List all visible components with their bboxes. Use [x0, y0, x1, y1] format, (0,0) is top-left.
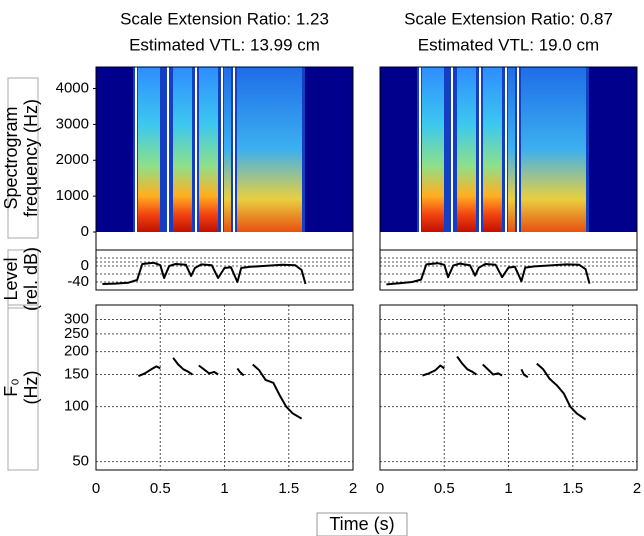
y-tick-label: 50 [72, 453, 89, 470]
x-axis-label: Time (s) [329, 514, 394, 534]
y-axis-label: (Hz) [21, 371, 41, 405]
x-tick-label: 0.5 [434, 480, 455, 497]
y-axis-label: frequency (Hz) [21, 99, 41, 217]
x-tick-label: 1.5 [278, 480, 299, 497]
y-tick-label: 250 [64, 325, 89, 342]
panel-frame [95, 304, 354, 471]
y-tick-label: 100 [64, 398, 89, 415]
y-axis-label: F₀ [1, 378, 21, 396]
x-tick-label: 1.5 [562, 480, 583, 497]
y-tick-label: 200 [64, 343, 89, 360]
line-series [102, 261, 307, 285]
ylabel-box [7, 304, 39, 471]
line-series [138, 357, 303, 420]
chart-title: Scale Extension Ratio: 1.23 [120, 9, 329, 28]
y-tick-label: 3000 [56, 115, 89, 132]
y-tick-label: -40 [67, 273, 89, 290]
line-series [422, 355, 587, 421]
chart-title: Scale Extension Ratio: 0.87 [404, 9, 613, 28]
spectrogram-image [96, 67, 637, 232]
ylabel-box [7, 249, 39, 309]
chart-subtitle: Estimated VTL: 19.0 cm [418, 35, 599, 54]
panel-frame [379, 249, 638, 291]
y-tick-label: 1000 [56, 187, 89, 204]
y-tick-label: 150 [64, 365, 89, 382]
y-tick-label: 300 [64, 310, 89, 327]
x-tick-label: 0 [92, 480, 100, 497]
xlabel-box [316, 512, 408, 536]
panel-frame [95, 249, 354, 291]
x-tick-label: 0 [376, 480, 384, 497]
y-axis-label: Spectrogram [1, 106, 21, 209]
y-axis-label: (rel. dB) [21, 247, 41, 311]
y-tick-label: 4000 [56, 79, 89, 96]
line-series [386, 262, 591, 286]
panel-frame [379, 304, 638, 471]
y-tick-label: 0 [81, 257, 89, 274]
x-tick-label: 1 [504, 480, 512, 497]
x-tick-label: 0.5 [150, 480, 171, 497]
ylabel-box [7, 77, 39, 239]
y-tick-label: 0 [81, 223, 89, 240]
y-axis-label: Level [1, 257, 21, 300]
chart-subtitle: Estimated VTL: 13.99 cm [129, 35, 320, 54]
x-tick-label: 2 [349, 480, 357, 497]
y-tick-label: 2000 [56, 151, 89, 168]
x-tick-label: 2 [633, 480, 641, 497]
x-tick-label: 1 [220, 480, 228, 497]
